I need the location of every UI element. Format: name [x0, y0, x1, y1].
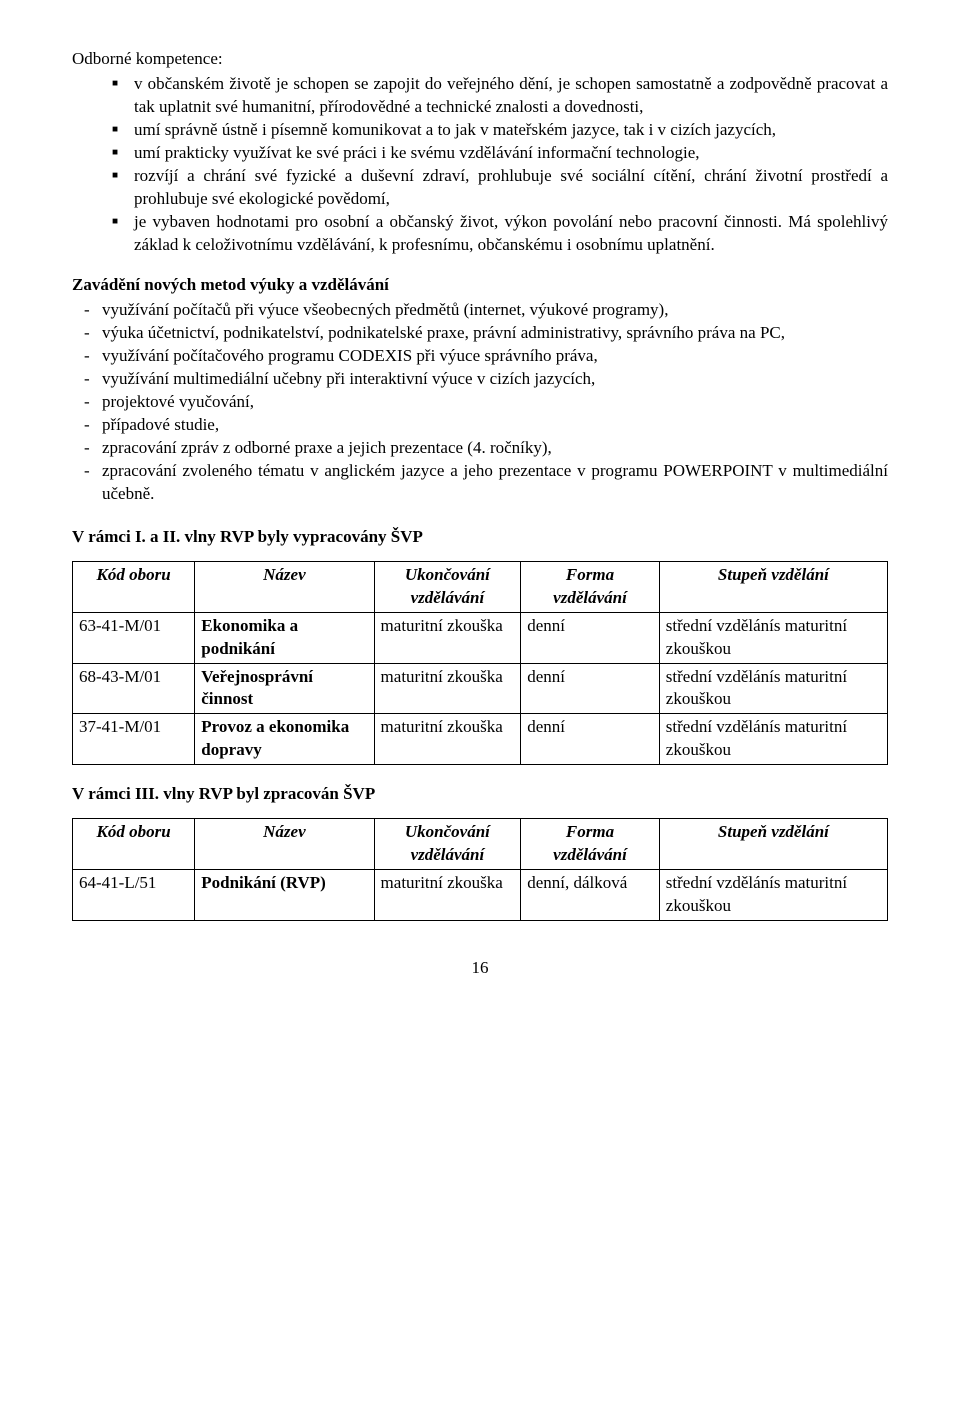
page-number: 16: [72, 957, 888, 980]
th-kod: Kód oboru: [73, 819, 195, 870]
cell-kod: 37-41-M/01: [73, 714, 195, 765]
th-forma: Forma vzdělávání: [521, 561, 660, 612]
svp-table-2: Kód oboru Název Ukončování vzdělávání Fo…: [72, 818, 888, 921]
list-item: výuka účetnictví, podnikatelství, podnik…: [84, 322, 888, 345]
list-item: využívání multimediální učebny při inter…: [84, 368, 888, 391]
svp-table-1: Kód oboru Název Ukončování vzdělávání Fo…: [72, 561, 888, 766]
list-item: v občanském životě je schopen se zapojit…: [112, 73, 888, 119]
list-item: případové studie,: [84, 414, 888, 437]
cell-forma: denní: [521, 663, 660, 714]
list-item: využívání počítačového programu CODEXIS …: [84, 345, 888, 368]
methods-heading: Zavádění nových metod výuky a vzdělávání: [72, 274, 888, 297]
th-stupen: Stupeň vzdělání: [659, 819, 887, 870]
list-item: zpracování zpráv z odborné praxe a jejic…: [84, 437, 888, 460]
cell-nazev: Provoz a ekonomika dopravy: [195, 714, 374, 765]
cell-ukon: maturitní zkouška: [374, 612, 521, 663]
methods-list: využívání počítačů při výuce všeobecných…: [72, 299, 888, 505]
competence-list: v občanském životě je schopen se zapojit…: [72, 73, 888, 257]
th-forma: Forma vzdělávání: [521, 819, 660, 870]
list-item: umí prakticky využívat ke své práci i ke…: [112, 142, 888, 165]
th-kod: Kód oboru: [73, 561, 195, 612]
list-item: umí správně ústně i písemně komunikovat …: [112, 119, 888, 142]
cell-forma: denní, dálková: [521, 870, 660, 921]
cell-nazev: Podnikání (RVP): [195, 870, 374, 921]
th-stupen: Stupeň vzdělání: [659, 561, 887, 612]
cell-stupen: střední vzdělánís maturitní zkouškou: [659, 870, 887, 921]
list-item: je vybaven hodnotami pro osobní a občans…: [112, 211, 888, 257]
list-item: využívání počítačů při výuce všeobecných…: [84, 299, 888, 322]
cell-ukon: maturitní zkouška: [374, 870, 521, 921]
list-item: projektové vyučování,: [84, 391, 888, 414]
cell-nazev: Ekonomika a podnikání: [195, 612, 374, 663]
list-item: zpracování zvoleného tématu v anglickém …: [84, 460, 888, 506]
table-row: 64-41-L/51 Podnikání (RVP) maturitní zko…: [73, 870, 888, 921]
table1-heading: V rámci I. a II. vlny RVP byly vypracová…: [72, 526, 888, 549]
competence-heading: Odborné kompetence:: [72, 48, 888, 71]
cell-kod: 64-41-L/51: [73, 870, 195, 921]
table-row: 68-43-M/01 Veřejnosprávní činnost maturi…: [73, 663, 888, 714]
table2-heading: V rámci III. vlny RVP byl zpracován ŠVP: [72, 783, 888, 806]
table-header-row: Kód oboru Název Ukončování vzdělávání Fo…: [73, 561, 888, 612]
cell-stupen: střední vzdělánís maturitní zkouškou: [659, 663, 887, 714]
cell-ukon: maturitní zkouška: [374, 663, 521, 714]
cell-stupen: střední vzdělánís maturitní zkouškou: [659, 714, 887, 765]
th-nazev: Název: [195, 561, 374, 612]
cell-ukon: maturitní zkouška: [374, 714, 521, 765]
cell-kod: 63-41-M/01: [73, 612, 195, 663]
table-header-row: Kód oboru Název Ukončování vzdělávání Fo…: [73, 819, 888, 870]
cell-forma: denní: [521, 714, 660, 765]
th-ukon: Ukončování vzdělávání: [374, 561, 521, 612]
cell-kod: 68-43-M/01: [73, 663, 195, 714]
cell-nazev: Veřejnosprávní činnost: [195, 663, 374, 714]
table-row: 37-41-M/01 Provoz a ekonomika dopravy ma…: [73, 714, 888, 765]
cell-forma: denní: [521, 612, 660, 663]
table-row: 63-41-M/01 Ekonomika a podnikání maturit…: [73, 612, 888, 663]
th-ukon: Ukončování vzdělávání: [374, 819, 521, 870]
cell-stupen: střední vzdělánís maturitní zkouškou: [659, 612, 887, 663]
th-nazev: Název: [195, 819, 374, 870]
list-item: rozvíjí a chrání své fyzické a duševní z…: [112, 165, 888, 211]
